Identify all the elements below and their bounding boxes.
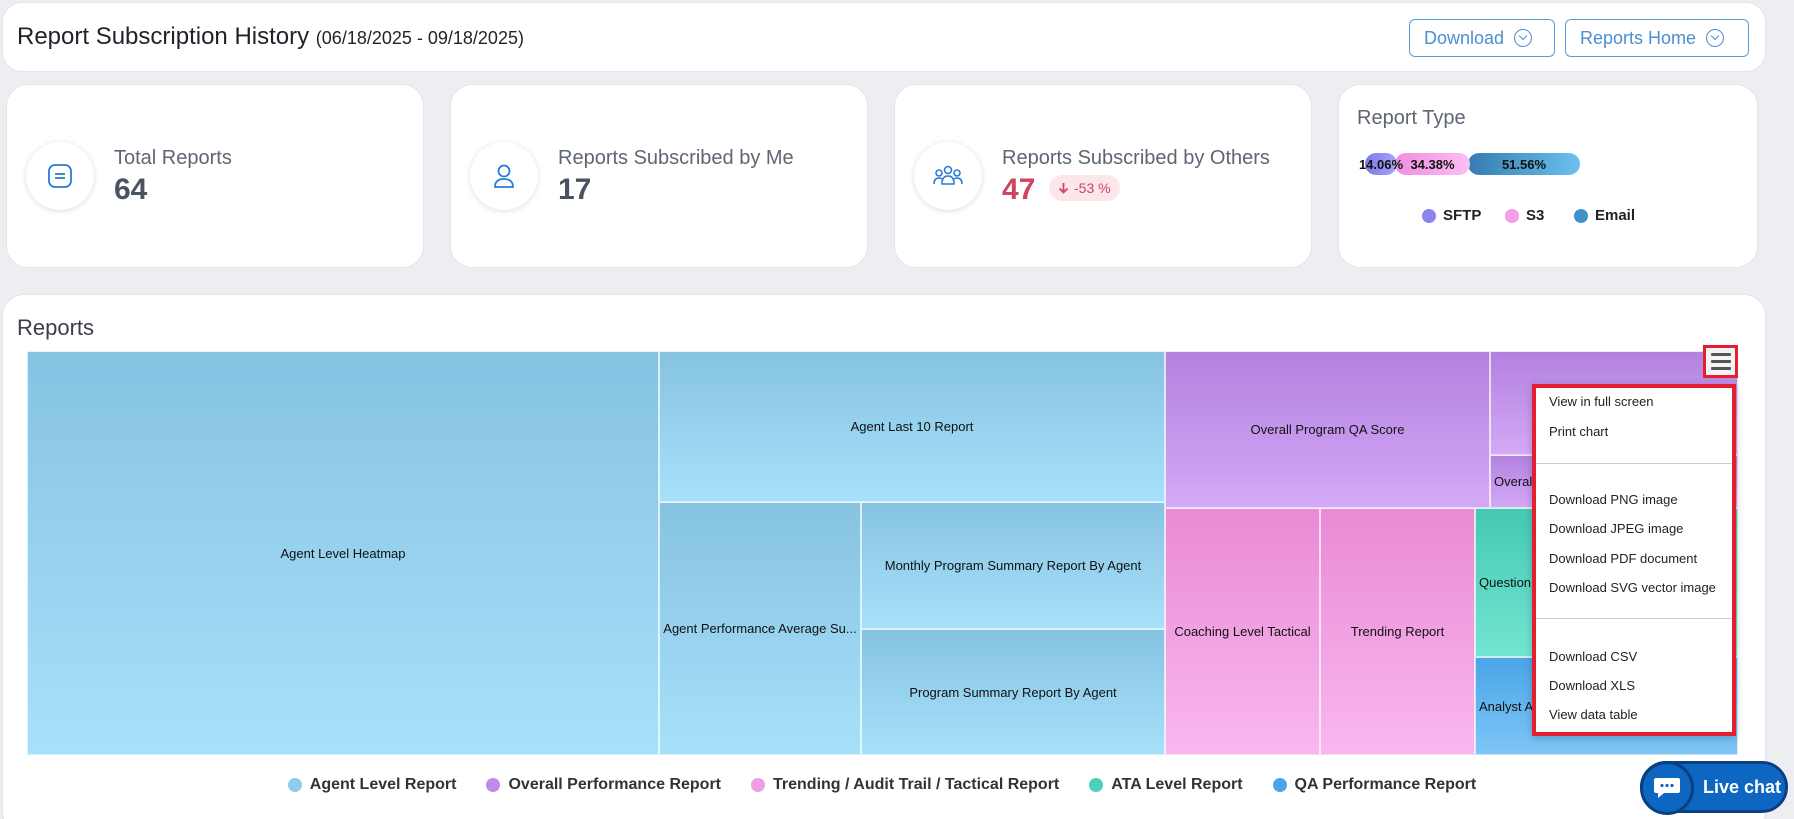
treemap-cell[interactable]: Overall Program QA Score [1165, 351, 1490, 508]
legend-label: SFTP [1443, 207, 1482, 224]
chart-context-menu: View in full screen Print chart Download… [1532, 384, 1736, 736]
reports-home-button[interactable]: Reports Home [1565, 19, 1749, 57]
legend-item-email[interactable]: Email [1574, 207, 1635, 224]
treemap-cell[interactable]: Agent Level Heatmap [27, 351, 659, 755]
page-title-text: Report Subscription History [17, 23, 310, 50]
page-title: Report Subscription History (06/18/2025 … [17, 23, 524, 51]
treemap-cell[interactable]: Coaching Level Tactical [1165, 508, 1320, 755]
legend-label: Email [1595, 207, 1636, 224]
menu-item-view-data-table[interactable]: View data table [1549, 707, 1638, 722]
legend-dot [1505, 208, 1519, 223]
hamburger-icon-line [1710, 367, 1731, 370]
card-label: Reports Subscribed by Others [1002, 147, 1270, 169]
card-label: Total Reports [114, 147, 232, 169]
treemap-cell[interactable]: Agent Performance Average Su... [659, 502, 861, 755]
reports-title: Reports [17, 315, 95, 340]
card-value: 17 [558, 173, 592, 206]
menu-item-download-pdf[interactable]: Download PDF document [1549, 551, 1698, 566]
report-type-bar-sftp[interactable]: 14.06% [1359, 153, 1403, 175]
legend-item-overall-performance[interactable]: Overall Performance Report [486, 776, 721, 794]
treemap-cell[interactable]: Monthly Program Summary Report By Agent [861, 502, 1165, 629]
legend-label: S3 [1526, 207, 1545, 224]
chart-menu-button[interactable] [1703, 345, 1738, 378]
legend-dot [287, 778, 302, 792]
live-chat-button[interactable]: Live chat [1640, 761, 1788, 815]
menu-separator [1536, 618, 1732, 619]
list-icon [26, 142, 94, 210]
download-button[interactable]: Download [1409, 19, 1555, 57]
card-value: 47 [1002, 173, 1036, 206]
legend-label: Agent Level Report [309, 776, 457, 793]
menu-item-download-csv[interactable]: Download CSV [1549, 649, 1638, 664]
user-icon [470, 142, 538, 210]
report-type-bar-email[interactable]: 51.56% [1468, 153, 1580, 175]
card-value: 64 [114, 173, 148, 206]
menu-item-print-chart[interactable]: Print chart [1549, 424, 1609, 439]
legend-dot [1272, 778, 1287, 792]
legend-label: Trending / Audit Trail / Tactical Report [773, 776, 1060, 793]
report-type-card: Report Type 14.06% 34.38% 51.56% SFTP S3 E… [1338, 84, 1758, 268]
legend-dot [1574, 208, 1588, 223]
chevron-down-icon [1706, 29, 1725, 47]
legend-dot [1089, 778, 1104, 792]
menu-item-download-jpeg[interactable]: Download JPEG image [1549, 521, 1684, 536]
menu-item-view-full-screen[interactable]: View in full screen [1549, 394, 1654, 409]
menu-item-download-svg[interactable]: Download SVG vector image [1549, 580, 1716, 595]
menu-item-download-png[interactable]: Download PNG image [1549, 492, 1678, 507]
total-reports-card: Total Reports 64 [6, 84, 424, 268]
legend-item-trending[interactable]: Trending / Audit Trail / Tactical Report [751, 776, 1059, 794]
legend-item-agent-level[interactable]: Agent Level Report [287, 776, 457, 794]
users-group-icon [914, 142, 982, 210]
hamburger-icon-line [1710, 353, 1731, 356]
report-type-bar-s3[interactable]: 34.38% [1395, 153, 1470, 175]
legend-label: QA Performance Report [1294, 776, 1477, 793]
legend-item-ata[interactable]: ATA Level Report [1089, 776, 1243, 794]
page-header: Report Subscription History (06/18/2025 … [2, 2, 1766, 72]
chevron-down-icon [1514, 29, 1533, 47]
chat-bubble-icon [1640, 761, 1694, 815]
subscribed-by-me-card: Reports Subscribed by Me 17 [450, 84, 868, 268]
legend-item-s3[interactable]: S3 [1505, 207, 1544, 224]
legend-label: Overall Performance Report [508, 776, 721, 793]
subscribed-by-others-card: Reports Subscribed by Others 47 -53 % [894, 84, 1312, 268]
change-value: -53 % [1074, 180, 1111, 196]
menu-item-download-xls[interactable]: Download XLS [1549, 678, 1635, 693]
legend-dot [1422, 208, 1436, 223]
legend-item-qa-performance[interactable]: QA Performance Report [1272, 776, 1477, 794]
legend-item-sftp[interactable]: SFTP [1422, 207, 1481, 224]
report-type-title: Report Type [1357, 107, 1466, 129]
live-chat-label: Live chat [1703, 776, 1782, 797]
card-label: Reports Subscribed by Me [558, 147, 794, 169]
treemap-cell[interactable]: Program Summary Report By Agent [861, 629, 1165, 755]
treemap-legend: Agent Level Report Overall Performance R… [0, 776, 1764, 794]
change-badge: -53 % [1049, 175, 1120, 201]
download-button-label: Download [1424, 27, 1505, 48]
legend-dot [486, 778, 501, 792]
legend-label: ATA Level Report [1111, 776, 1243, 793]
treemap-cell[interactable]: Trending Report [1320, 508, 1475, 755]
hamburger-icon-line [1710, 360, 1731, 363]
legend-dot [751, 778, 765, 792]
reports-home-button-label: Reports Home [1580, 27, 1697, 48]
date-range: (06/18/2025 - 09/18/2025) [315, 28, 524, 48]
menu-separator [1536, 463, 1732, 464]
arrow-down-icon [1058, 183, 1069, 194]
treemap-cell[interactable]: Agent Last 10 Report [659, 351, 1165, 502]
